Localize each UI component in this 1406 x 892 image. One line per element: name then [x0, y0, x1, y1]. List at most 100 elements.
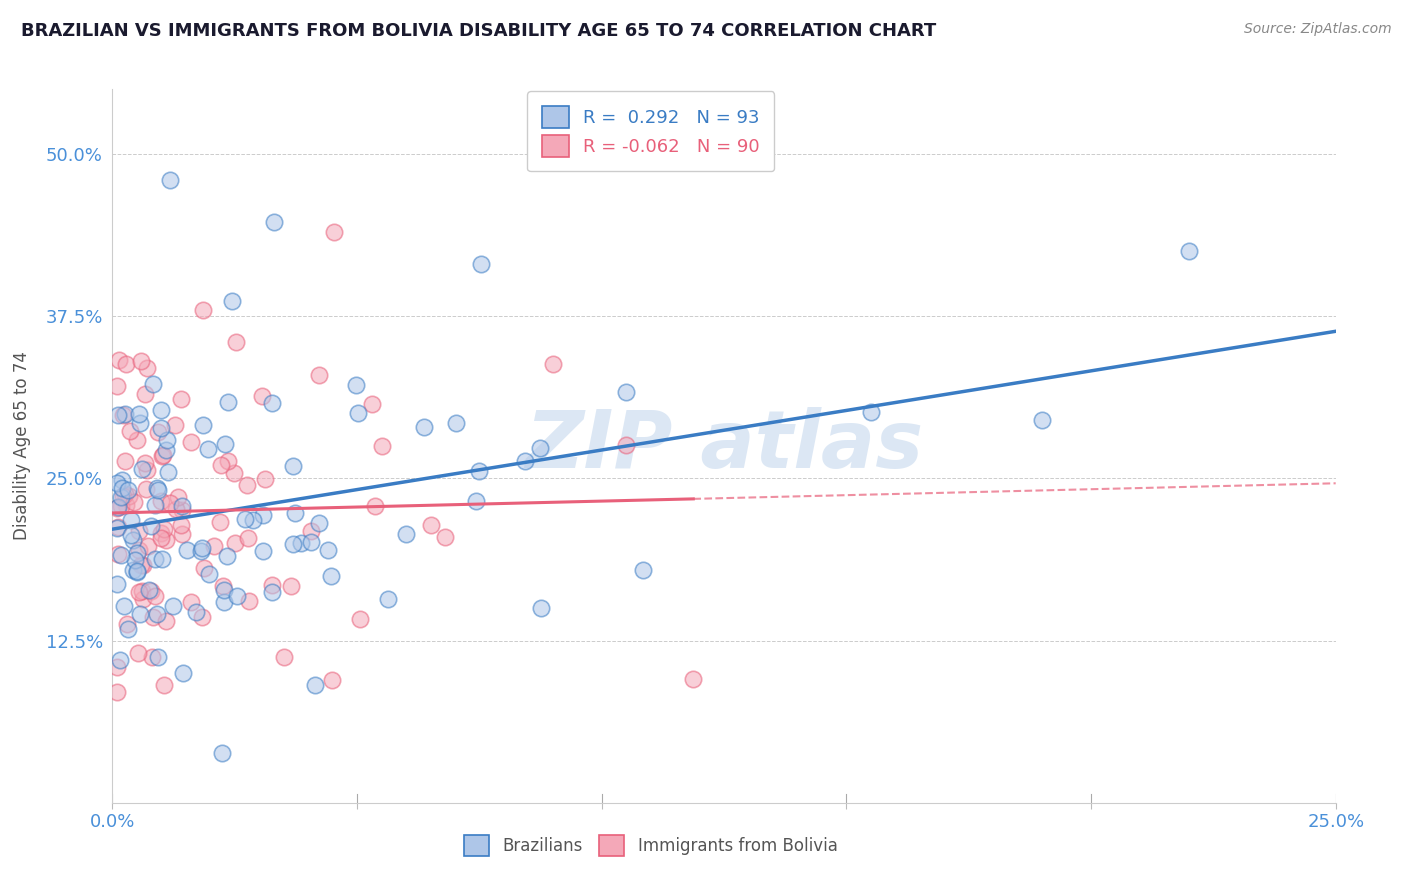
Point	[118, 424, 141, 438]
Point	[238, 531, 260, 545]
Point	[117, 483, 139, 497]
Point	[176, 542, 198, 557]
Point	[304, 678, 326, 692]
Point	[132, 591, 155, 606]
Point	[138, 582, 160, 597]
Point	[299, 534, 322, 549]
Point	[299, 524, 322, 539]
Point	[217, 395, 239, 409]
Point	[170, 392, 193, 406]
Point	[631, 563, 654, 577]
Point	[221, 293, 243, 308]
Point	[252, 543, 274, 558]
Point	[128, 607, 150, 621]
Point	[1031, 413, 1053, 427]
Point	[132, 558, 155, 572]
Point	[529, 442, 551, 456]
Point	[122, 533, 145, 548]
Point	[105, 501, 128, 516]
Point	[349, 612, 371, 626]
Point	[433, 530, 456, 544]
Point	[149, 531, 172, 545]
Point	[224, 536, 246, 550]
Point	[283, 458, 305, 473]
Point	[131, 584, 153, 599]
Point	[127, 646, 149, 660]
Point	[614, 437, 637, 451]
Text: Source: ZipAtlas.com: Source: ZipAtlas.com	[1244, 22, 1392, 37]
Point	[159, 496, 181, 510]
Point	[127, 564, 149, 578]
Point	[211, 746, 233, 760]
Point	[377, 592, 399, 607]
Point	[238, 594, 260, 608]
Point	[347, 406, 370, 420]
Point	[215, 549, 238, 564]
Point	[141, 518, 163, 533]
Point	[146, 607, 169, 621]
Point	[156, 433, 179, 447]
Point	[190, 544, 212, 558]
Point	[308, 516, 330, 530]
Point	[111, 489, 134, 503]
Point	[105, 576, 128, 591]
Point	[217, 453, 239, 467]
Point	[118, 489, 141, 503]
Point	[209, 515, 232, 529]
Point	[541, 357, 564, 371]
Point	[395, 527, 418, 541]
Point	[127, 565, 149, 579]
Point	[142, 377, 165, 392]
Point	[128, 585, 150, 599]
Point	[157, 465, 180, 479]
Point	[184, 606, 207, 620]
Point	[273, 649, 295, 664]
Point	[107, 548, 129, 562]
Point	[281, 536, 304, 550]
Point	[115, 358, 138, 372]
Point	[155, 443, 177, 458]
Legend: Brazilians, Immigrants from Bolivia: Brazilians, Immigrants from Bolivia	[454, 825, 848, 866]
Point	[139, 583, 162, 598]
Point	[114, 487, 136, 501]
Point	[308, 368, 330, 382]
Point	[162, 599, 184, 613]
Point	[136, 360, 159, 375]
Point	[143, 552, 166, 566]
Point	[370, 439, 392, 453]
Point	[108, 653, 131, 667]
Point	[530, 600, 553, 615]
Point	[105, 659, 128, 673]
Point	[513, 454, 536, 468]
Point	[180, 595, 202, 609]
Point	[614, 385, 637, 400]
Point	[155, 614, 177, 628]
Point	[131, 462, 153, 476]
Point	[105, 685, 128, 699]
Point	[128, 407, 150, 421]
Point	[419, 518, 441, 533]
Point	[236, 477, 259, 491]
Point	[180, 435, 202, 450]
Point	[120, 527, 142, 541]
Point	[191, 302, 214, 317]
Point	[290, 536, 312, 550]
Point	[146, 483, 169, 497]
Point	[202, 540, 225, 554]
Point	[253, 473, 276, 487]
Point	[193, 560, 215, 574]
Point	[191, 541, 214, 555]
Point	[112, 599, 135, 613]
Point	[225, 335, 247, 350]
Point	[149, 494, 172, 508]
Point	[214, 436, 236, 450]
Point	[129, 558, 152, 572]
Point	[159, 173, 181, 187]
Point	[142, 609, 165, 624]
Point	[153, 678, 176, 692]
Point	[172, 666, 194, 681]
Point	[172, 526, 194, 541]
Point	[125, 433, 148, 447]
Point	[111, 473, 134, 487]
Point	[212, 579, 235, 593]
